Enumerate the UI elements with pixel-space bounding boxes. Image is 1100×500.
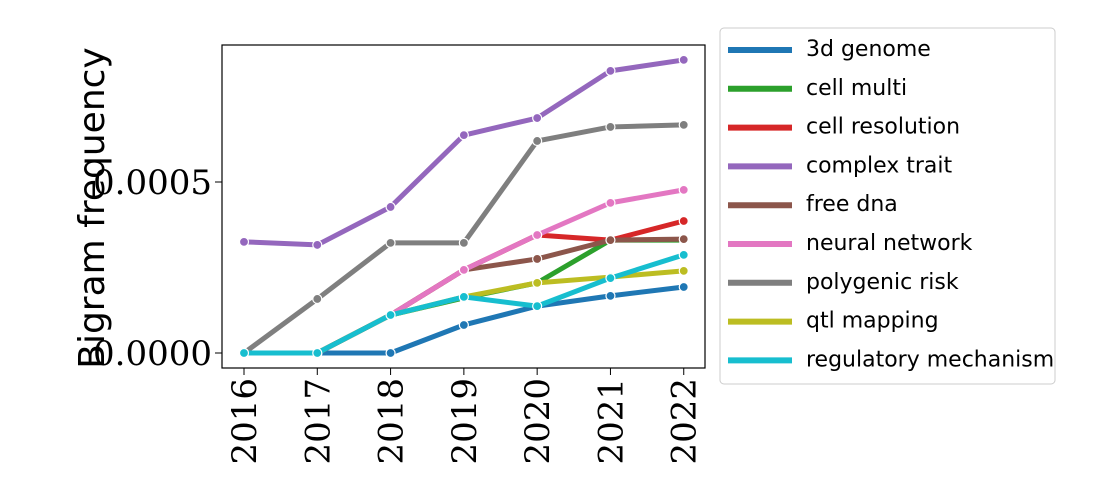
series-line xyxy=(243,57,685,248)
point xyxy=(678,119,689,130)
point xyxy=(678,184,689,195)
point xyxy=(458,237,469,248)
point xyxy=(678,265,689,277)
point xyxy=(312,347,323,359)
point xyxy=(605,272,616,284)
point xyxy=(458,264,469,275)
point xyxy=(312,239,323,251)
x-tick-label: 2019 xyxy=(445,378,485,465)
point xyxy=(385,309,396,321)
point xyxy=(605,197,616,208)
point xyxy=(532,135,543,147)
legend-label: qtl mapping xyxy=(806,309,939,334)
point xyxy=(605,290,616,301)
x-tick-label: 2021 xyxy=(591,378,631,465)
point xyxy=(458,319,469,331)
series-line xyxy=(243,268,684,356)
point xyxy=(532,277,543,288)
point xyxy=(605,121,616,133)
legend-label: neural network xyxy=(806,231,973,256)
legend-label: cell resolution xyxy=(806,115,960,140)
legend-box xyxy=(719,27,1056,385)
legend-label: free dna xyxy=(806,192,898,217)
y-tick-label: 0.0005 xyxy=(93,163,212,203)
x-tick-label: 2022 xyxy=(665,378,705,465)
point xyxy=(605,65,616,76)
point xyxy=(238,236,250,247)
point xyxy=(238,347,250,359)
point xyxy=(458,130,469,141)
point xyxy=(678,54,689,66)
plot-frame xyxy=(221,44,706,369)
x-tick-label: 2018 xyxy=(372,378,412,465)
point xyxy=(678,249,689,260)
point xyxy=(678,234,689,245)
point xyxy=(385,347,396,359)
point xyxy=(458,291,469,303)
point xyxy=(312,293,323,305)
point xyxy=(678,281,689,293)
point xyxy=(532,229,543,241)
legend-label: regulatory mechanism xyxy=(806,347,1054,372)
x-tick-label: 2017 xyxy=(298,378,338,465)
point xyxy=(678,215,689,227)
legend-label: complex trait xyxy=(806,153,952,178)
point xyxy=(532,112,543,124)
legend-label: cell multi xyxy=(806,76,907,101)
x-tick-label: 2020 xyxy=(518,378,558,465)
point xyxy=(605,235,616,246)
point xyxy=(532,253,543,265)
y-tick-label: 0.0000 xyxy=(93,334,212,374)
point xyxy=(385,237,396,248)
legend-label: polygenic risk xyxy=(806,270,959,295)
legend-label: 3d genome xyxy=(806,37,931,62)
point xyxy=(385,201,396,213)
x-tick-label: 2016 xyxy=(225,378,265,465)
point xyxy=(532,301,543,312)
y-axis-label: Bigram frequency xyxy=(72,47,113,369)
